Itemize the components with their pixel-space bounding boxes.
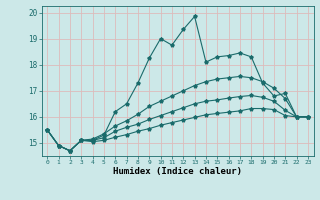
X-axis label: Humidex (Indice chaleur): Humidex (Indice chaleur): [113, 167, 242, 176]
